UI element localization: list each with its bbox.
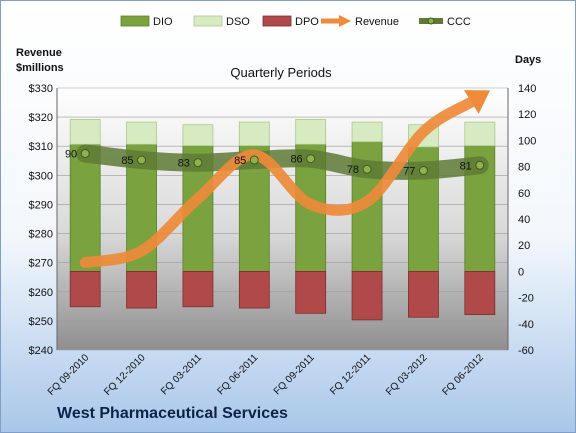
- ccc-data-label: 85: [121, 155, 133, 167]
- bar-dso: [182, 124, 214, 147]
- category-label: FQ 06-2011: [215, 352, 260, 397]
- category-label: FQ 12-2011: [328, 352, 373, 397]
- ccc-point: [193, 158, 203, 168]
- company-title: West Pharmaceutical Services: [57, 405, 288, 422]
- left-tick-label: $320: [29, 112, 53, 124]
- bar-dpo: [351, 270, 383, 321]
- plot-area: [57, 88, 508, 350]
- right-tick-label: 20: [518, 240, 530, 252]
- right-tick-label: -20: [518, 293, 534, 305]
- bar-dpo: [126, 270, 157, 309]
- ccc-data-label: 81: [460, 160, 472, 172]
- legend-swatch-dpo: [262, 15, 292, 27]
- bar-dso: [351, 121, 383, 143]
- category-label: FQ 12-2010: [102, 352, 148, 398]
- right-tick-label: 140: [518, 83, 536, 95]
- right-axis-title: Days: [515, 54, 541, 66]
- chart-subtitle: Quarterly Periods: [230, 65, 332, 80]
- legend-swatch-dio: [120, 15, 150, 27]
- left-tick-label: $280: [29, 229, 53, 241]
- revenue-arrowhead: [463, 90, 491, 114]
- revenue-line: [79, 96, 477, 269]
- legend-label-ccc: CCC: [447, 16, 471, 28]
- right-tick-label: 60: [518, 188, 530, 200]
- ccc-data-label: 77: [403, 166, 415, 178]
- left-axis-subtitle: $millions: [16, 62, 64, 74]
- right-tick-label: -40: [518, 319, 534, 331]
- ccc-point: [137, 155, 147, 165]
- bar-dpo: [295, 270, 327, 314]
- category-label: FQ 03-2011: [159, 352, 204, 397]
- bar-dso: [464, 121, 496, 147]
- bar-dso: [69, 119, 101, 145]
- bar-dpo: [238, 270, 270, 309]
- left-tick-label: $260: [29, 287, 53, 299]
- ccc-point: [306, 154, 316, 164]
- ccc-point: [249, 155, 259, 165]
- left-tick-label: $250: [29, 316, 53, 328]
- left-tick-label: $330: [29, 83, 53, 95]
- legend-label-dso: DSO: [226, 16, 250, 28]
- ccc-data-label: 83: [178, 158, 190, 170]
- right-tick-label: 80: [518, 162, 530, 174]
- ccc-data-label: 85: [234, 155, 246, 167]
- ccc-line: [76, 144, 489, 180]
- bar-dso: [238, 121, 270, 147]
- left-tick-label: $270: [29, 258, 53, 270]
- category-label: FQ 06-2012: [440, 352, 486, 398]
- ccc-point: [475, 160, 485, 170]
- bar-dso: [126, 121, 157, 145]
- legend-swatch-ccc-marker: [427, 17, 435, 25]
- legend-swatch-revenue-head: [339, 15, 351, 27]
- left-tick-label: $310: [29, 141, 53, 153]
- bar-dpo: [182, 270, 214, 308]
- legend-label-dpo: DPO: [295, 16, 319, 28]
- ccc-data-label: 78: [347, 164, 359, 176]
- right-tick-label: 100: [518, 135, 536, 147]
- left-tick-label: $240: [29, 345, 53, 357]
- ccc-point: [80, 149, 90, 158]
- right-tick-label: -60: [518, 345, 534, 357]
- left-tick-label: $300: [29, 170, 53, 182]
- left-tick-label: $290: [29, 199, 53, 211]
- category-label: FQ 09-2010: [46, 352, 92, 398]
- left-axis-title: Revenue: [16, 47, 62, 59]
- category-label: FQ 09-2011: [272, 352, 317, 397]
- legend-label-revenue: Revenue: [355, 16, 399, 28]
- ccc-data-label: 86: [290, 154, 302, 166]
- right-tick-label: 40: [518, 214, 530, 226]
- bar-dpo: [408, 270, 439, 318]
- legend-label-dio: DIO: [153, 16, 173, 28]
- right-tick-label: 0: [518, 266, 524, 278]
- ccc-point: [362, 164, 372, 174]
- right-tick-label: 120: [518, 109, 536, 121]
- bar-dpo: [69, 270, 101, 308]
- category-label: FQ 03-2012: [384, 352, 430, 398]
- legend-swatch-dso: [193, 15, 223, 27]
- bar-dso: [295, 119, 327, 145]
- ccc-point: [418, 166, 428, 176]
- bar-dpo: [464, 270, 496, 316]
- bar-dio: [69, 143, 101, 272]
- ccc-data-label: 90: [65, 149, 77, 161]
